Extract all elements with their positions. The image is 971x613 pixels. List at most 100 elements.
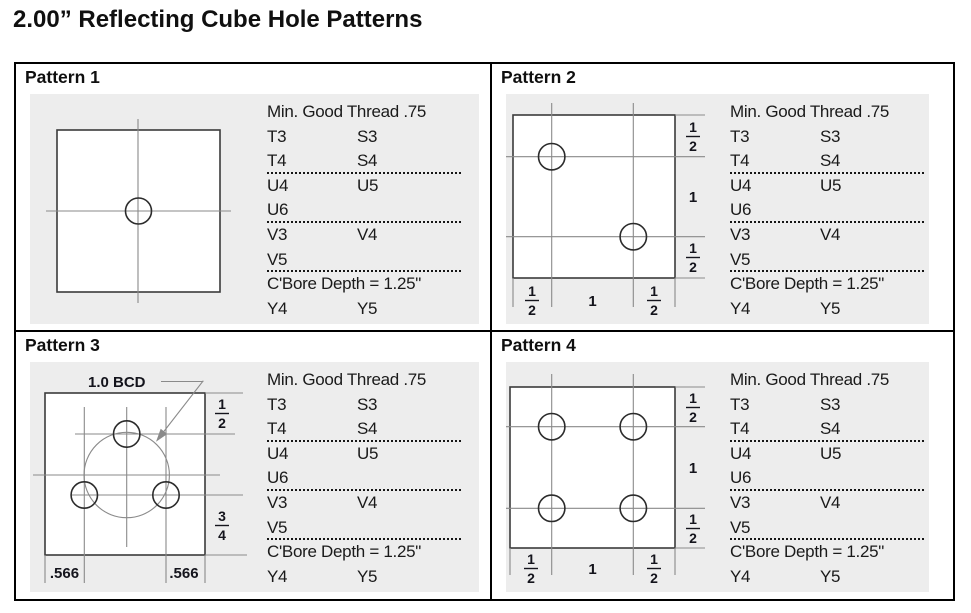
- spec-row: Y4 Y5: [267, 565, 461, 590]
- spec-row: U4 U5: [267, 442, 461, 467]
- spec-cell: V4: [357, 492, 378, 512]
- hole-pattern-table: Pattern 1 Min. Good Thread .75 T3 S3 T4 S4…: [14, 62, 955, 601]
- hole-circle: [537, 142, 566, 171]
- spec-cell: S4: [820, 419, 841, 439]
- svg-text:2: 2: [689, 138, 697, 154]
- svg-text:1: 1: [218, 396, 226, 412]
- dim-fraction: 1 2: [686, 390, 700, 425]
- pattern-3-drawing: 1.0 BCD 1 2 3 4 .566 .566: [33, 374, 247, 583]
- page-title: 2.00” Reflecting Cube Hole Patterns: [13, 6, 423, 33]
- min-thread-note: Min. Good Thread .75: [730, 102, 890, 121]
- spec-cell: U4: [267, 175, 289, 195]
- spec-row: Y4 Y5: [730, 565, 924, 590]
- spec-cell: T4: [267, 419, 287, 439]
- spec-cell: T3: [730, 126, 750, 146]
- spec-row: V3 V4: [267, 223, 461, 248]
- spec-row: U6: [730, 198, 924, 223]
- spec-cell: U4: [267, 443, 289, 463]
- pattern-1-drawing: [46, 119, 231, 303]
- spec-row: T4 S4: [730, 149, 924, 174]
- svg-text:1: 1: [528, 283, 536, 299]
- pattern-4-section: Pattern 4 1 2: [492, 332, 953, 599]
- dim-fraction: 1 2: [647, 551, 661, 586]
- spec-cell: V4: [820, 492, 841, 512]
- pattern-4-title: Pattern 4: [501, 335, 576, 355]
- dim-fraction: 1 2: [525, 283, 539, 318]
- spec-cell: V3: [730, 224, 751, 244]
- svg-text:2: 2: [650, 302, 658, 318]
- spec-cell: V5: [730, 517, 751, 537]
- pattern-4-panel: 1 2 1 1 2 1 2 1 1: [506, 362, 929, 592]
- thread-spec-table: Min. Good Thread .75 T3 S3 T4 S4 U4 U5 U6 V…: [730, 368, 924, 589]
- min-thread-note: Min. Good Thread .75: [267, 370, 427, 389]
- spec-row: T3 S3: [267, 393, 461, 418]
- spec-cell: U4: [730, 175, 752, 195]
- spec-row: V5: [730, 516, 924, 541]
- svg-text:1: 1: [689, 390, 697, 406]
- spec-row: V3 V4: [267, 491, 461, 516]
- spec-cell: U6: [267, 200, 289, 220]
- spec-cell: U6: [730, 200, 752, 220]
- spec-cell: S4: [357, 151, 378, 171]
- svg-text:2: 2: [528, 302, 536, 318]
- spec-row: T4 S4: [730, 417, 924, 442]
- pattern-4-drawing: 1 2 1 1 2 1 2 1 1: [506, 374, 705, 586]
- spec-cell: Y5: [357, 298, 378, 318]
- svg-text:2: 2: [689, 530, 697, 546]
- spec-cell: V4: [820, 224, 841, 244]
- spec-cell: S3: [357, 394, 378, 414]
- hole-circle: [537, 412, 566, 441]
- spec-row: V5: [267, 516, 461, 541]
- svg-text:2: 2: [689, 259, 697, 275]
- spec-row: U4 U5: [730, 442, 924, 467]
- pattern-2-section: Pattern 2 1 2 1: [492, 64, 953, 332]
- spec-cell: Y5: [820, 566, 841, 586]
- spec-cell: T3: [730, 394, 750, 414]
- spec-row: T3 S3: [730, 393, 924, 418]
- svg-text:2: 2: [689, 409, 697, 425]
- svg-text:2: 2: [527, 570, 535, 586]
- hole-circle: [619, 222, 648, 251]
- spec-cell: U5: [357, 443, 379, 463]
- cbore-note: C'Bore Depth = 1.25": [267, 542, 422, 562]
- dim-fraction: 3 4: [215, 508, 229, 543]
- spec-cell: S3: [820, 394, 841, 414]
- spec-row: U6: [267, 466, 461, 491]
- spec-row: U4 U5: [730, 174, 924, 199]
- hole-circle: [70, 481, 99, 510]
- spec-row: T3 S3: [730, 125, 924, 150]
- svg-text:3: 3: [218, 508, 226, 524]
- spec-row: U4 U5: [267, 174, 461, 199]
- spec-cell: T4: [267, 151, 287, 171]
- spec-row: V3 V4: [730, 223, 924, 248]
- cube-outline: [509, 386, 676, 549]
- spec-cell: U6: [730, 468, 752, 488]
- svg-text:1: 1: [689, 240, 697, 256]
- bcd-leader-arrow: [156, 380, 204, 442]
- spec-cell: T3: [267, 394, 287, 414]
- svg-text:4: 4: [218, 527, 226, 543]
- pattern-1-panel: Min. Good Thread .75 T3 S3 T4 S4 U4 U5 U6 V…: [30, 94, 479, 324]
- spec-cell: Y5: [357, 566, 378, 586]
- spec-row: V3 V4: [730, 491, 924, 516]
- dim-fraction: 1 2: [686, 240, 700, 275]
- dim-label: 1: [588, 293, 596, 310]
- spec-cell: T4: [730, 151, 750, 171]
- spec-cell: V3: [730, 492, 751, 512]
- spec-row: V5: [267, 248, 461, 273]
- thread-spec-table: Min. Good Thread .75 T3 S3 T4 S4 U4 U5 U6 V…: [730, 100, 924, 321]
- spec-cell: U5: [820, 443, 842, 463]
- svg-text:1: 1: [689, 119, 697, 135]
- spec-cell: V5: [730, 249, 751, 269]
- cube-outline: [44, 392, 206, 556]
- dim-label: 1: [689, 460, 697, 477]
- spec-row: T3 S3: [267, 125, 461, 150]
- pattern-2-panel: 1 2 1 1 2 1 2 1 1: [506, 94, 929, 324]
- pattern-2-title: Pattern 2: [501, 67, 576, 87]
- pattern-1-section: Pattern 1 Min. Good Thread .75 T3 S3 T4 S4…: [16, 64, 492, 332]
- spec-cell: U6: [267, 468, 289, 488]
- dim-fraction: 1 2: [686, 511, 700, 546]
- svg-text:1: 1: [650, 283, 658, 299]
- spec-row: U6: [267, 198, 461, 223]
- spec-row: U6: [730, 466, 924, 491]
